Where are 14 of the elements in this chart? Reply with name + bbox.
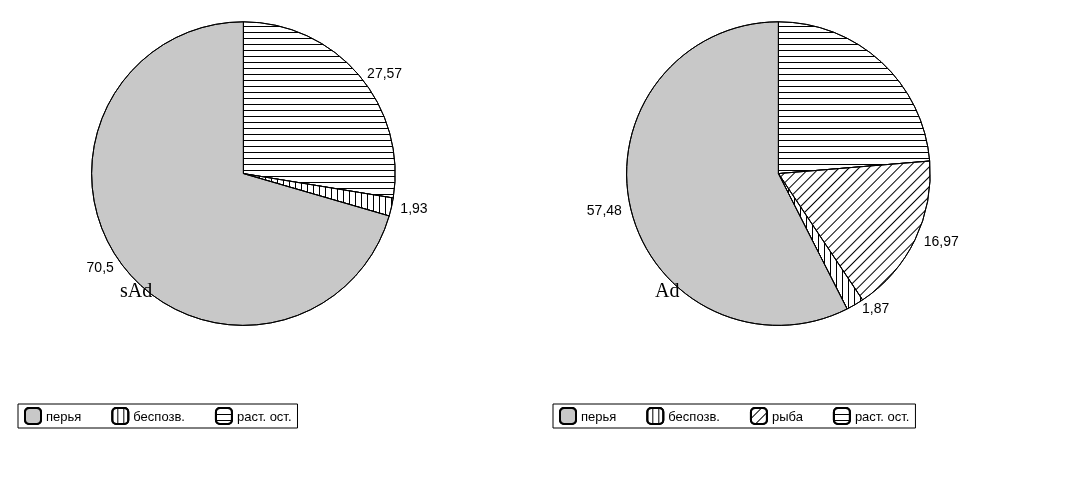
legend-label: рыба [771, 408, 804, 424]
data-label: 1,93 [400, 199, 428, 216]
data-label: 1,87 [861, 300, 890, 317]
data-label: 57,48 [586, 201, 623, 218]
legend-label: раст. ост. [236, 408, 292, 424]
legend-label: раст. ост. [854, 408, 910, 424]
data-label: 16,97 [923, 233, 959, 250]
data-label: 27,57 [367, 64, 403, 81]
legend-label: перья [581, 408, 617, 424]
text: Ad [655, 278, 680, 301]
legend-label: беспозв. [668, 408, 720, 424]
legend-label: беспозв. [133, 408, 185, 424]
legend-label: перья [46, 408, 82, 424]
data-label: 70,5 [86, 259, 115, 276]
